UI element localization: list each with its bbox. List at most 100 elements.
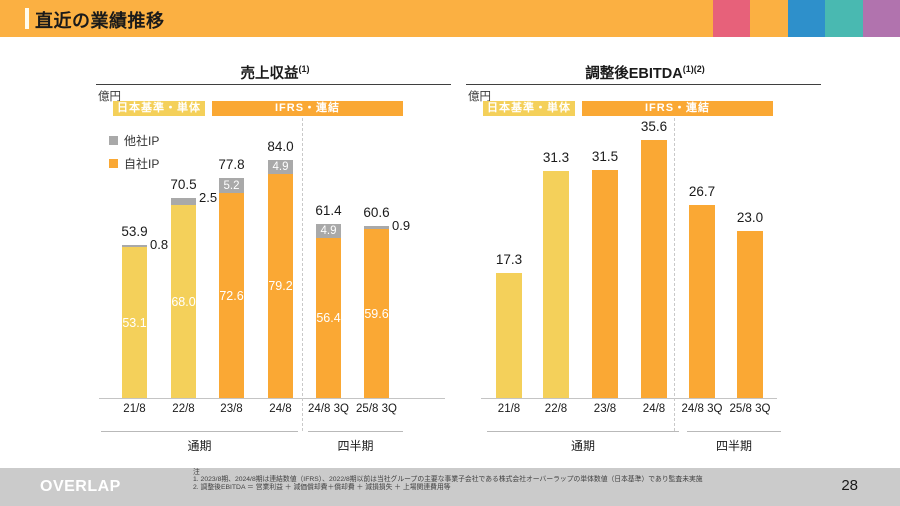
bar-other-ip-segment — [171, 198, 196, 205]
legend-label: 他社IP — [124, 134, 160, 148]
chart-title-footnote-marker: (1) — [298, 64, 310, 75]
bar — [689, 205, 715, 398]
category-label: 25/8 3Q — [729, 403, 771, 415]
period-divider — [302, 118, 303, 431]
legend-item-own-ip: 自社IP — [109, 157, 160, 171]
stacked-bar: 4.9 56.4 — [316, 224, 341, 398]
x-axis-line — [99, 398, 445, 399]
group-label: 四半期 — [337, 439, 374, 453]
bar — [737, 231, 763, 398]
ifrs-band: IFRS・連結 — [582, 101, 773, 116]
group-line — [101, 431, 298, 432]
bar-value-label: 53.9 — [121, 224, 148, 239]
stacked-bar: 53.1 — [122, 245, 147, 398]
bar-other-ip-segment: 5.2 — [219, 178, 244, 193]
ebitda-chart-panel: 調整後EBITDA(1)(2) 億円 日本基準・単体 IFRS・連結 17.3 2… — [465, 60, 825, 460]
bar-inner-label: 79.2 — [268, 279, 293, 293]
bar — [543, 171, 569, 398]
footnote-2: 2. 調整後EBITDA ＝ 営業利益 ＋ 減価償却費＋償却費 ＋ 減損損失 ＋… — [193, 483, 451, 491]
chart-title-text: 売上収益 — [240, 66, 299, 82]
bar-other-ip-segment: 4.9 — [268, 160, 293, 174]
chart-title: 売上収益(1) — [95, 62, 455, 83]
bar-inner-label: 68.0 — [171, 294, 196, 309]
group-label: 通期 — [187, 439, 212, 453]
category-label: 24/8 — [269, 403, 292, 415]
title-accent-bar — [25, 8, 29, 29]
own-ip-swatch — [109, 159, 118, 168]
corner-square — [787, 0, 826, 37]
revenue-chart-panel: 売上収益(1) 億円 日本基準・単体 IFRS・連結 他社IP 自社IP 53.… — [95, 60, 455, 460]
period-divider — [674, 118, 675, 431]
corner-square — [862, 0, 900, 37]
legend: 他社IP 自社IP — [109, 134, 159, 180]
group-line — [308, 431, 403, 432]
bar-value-label: 35.6 — [640, 119, 668, 134]
bar-value-label: 26.7 — [688, 184, 716, 199]
other-ip-swatch — [109, 136, 118, 145]
legend-item-other-ip: 他社IP — [109, 134, 160, 148]
y-axis-unit-label: 億円 — [468, 91, 491, 103]
stacked-bar: 59.6 — [364, 226, 389, 398]
bar-other-label: 0.9 — [392, 218, 411, 233]
group-label: 通期 — [570, 439, 595, 453]
bar-value-label: 60.6 — [363, 205, 390, 220]
legend-label: 自社IP — [124, 157, 160, 171]
bar-value-label: 84.0 — [267, 139, 294, 154]
category-label: 25/8 3Q — [356, 403, 397, 415]
bar-value-label: 23.0 — [736, 210, 764, 225]
group-line — [687, 431, 781, 432]
category-label: 21/8 — [497, 403, 521, 415]
category-label: 23/8 — [593, 403, 617, 415]
bar-other-label: 2.5 — [199, 190, 218, 205]
stacked-bar: 4.9 79.2 — [268, 160, 293, 398]
corner-square — [713, 0, 751, 37]
stacked-bar: 5.2 72.6 — [219, 178, 244, 398]
group-line — [487, 431, 679, 432]
corner-square — [825, 0, 863, 37]
plot-area: 53.1 0.8 53.9 21/8 68.0 2.5 70.5 22/8 5.2 72.6 77.… — [95, 60, 455, 460]
bar-value-label: 70.5 — [170, 177, 197, 192]
bar — [496, 273, 522, 398]
bar-inner-label: 53.1 — [122, 315, 147, 330]
plot-area: 17.3 21/8 31.3 22/8 31.5 23/8 35.6 24/8 26.7 24/8… — [465, 60, 825, 460]
bar-value-label: 61.4 — [315, 203, 342, 218]
category-label: 22/8 — [544, 403, 568, 415]
bar-value-label: 31.3 — [542, 150, 570, 165]
title-underline — [96, 84, 451, 85]
chart-title-footnote-marker: (1)(2) — [682, 64, 705, 75]
footer-band: OVERLAP 注 1. 2023/8期、2024/8期は連結数値（IFRS）、… — [0, 468, 900, 506]
y-axis-unit-label: 億円 — [98, 91, 121, 103]
group-label: 四半期 — [715, 439, 752, 453]
bar-value-label: 17.3 — [495, 252, 523, 267]
page-title: 直近の業績推移 — [35, 11, 165, 31]
japan-gaap-band: 日本基準・単体 — [113, 101, 205, 116]
bar-other-ip-segment — [122, 245, 147, 247]
category-label: 24/8 — [642, 403, 666, 415]
footnotes-heading: 注 — [193, 469, 200, 476]
category-label: 21/8 — [123, 403, 146, 415]
bar — [641, 140, 667, 398]
bar-inner-label: 59.6 — [364, 306, 389, 321]
bar-inner-label: 56.4 — [316, 311, 341, 325]
japan-gaap-band: 日本基準・単体 — [483, 101, 575, 116]
header-band: 直近の業績推移 — [0, 0, 900, 37]
category-label: 23/8 — [220, 403, 243, 415]
bar-value-label: 31.5 — [591, 149, 619, 164]
bar-other-label: 0.8 — [150, 237, 169, 252]
corner-square — [750, 0, 788, 37]
page-number: 28 — [841, 477, 858, 494]
chart-title-text: 調整後EBITDA — [585, 66, 683, 82]
footnote-1: 1. 2023/8期、2024/8期は連結数値（IFRS）、2022/8期以前は… — [193, 476, 703, 484]
corner-color-squares — [713, 0, 900, 37]
chart-title: 調整後EBITDA(1)(2) — [465, 62, 825, 83]
footnotes: 注 1. 2023/8期、2024/8期は連結数値（IFRS）、2022/8期以… — [193, 469, 703, 491]
category-label: 24/8 3Q — [681, 403, 723, 415]
x-axis-line — [481, 398, 777, 399]
category-label: 22/8 — [172, 403, 195, 415]
stacked-bar: 68.0 — [171, 198, 196, 398]
bar-other-ip-segment — [364, 226, 389, 229]
bar — [592, 170, 618, 398]
ifrs-band: IFRS・連結 — [212, 101, 403, 116]
company-logo: OVERLAP — [40, 478, 121, 495]
